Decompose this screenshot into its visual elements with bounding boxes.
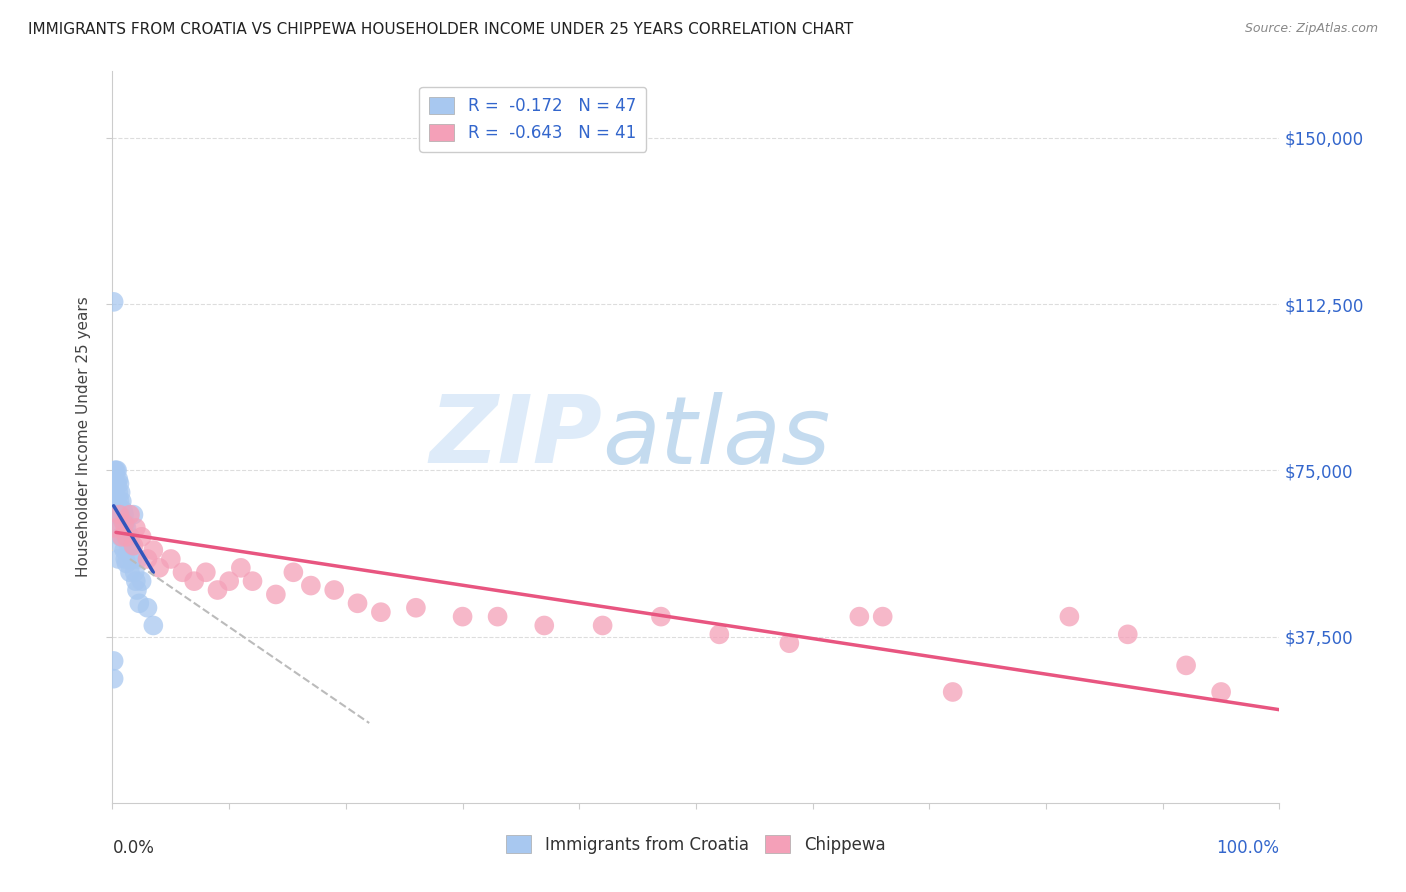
Point: [103, 654, 125, 668]
Legend: Immigrants from Croatia, Chippewa: Immigrants from Croatia, Chippewa: [499, 829, 893, 860]
Text: atlas: atlas: [603, 392, 831, 483]
Point: [118, 566, 141, 580]
Point: [118, 508, 141, 522]
Point: [125, 582, 148, 597]
Point: [592, 618, 614, 632]
Point: [112, 508, 135, 522]
Point: [172, 566, 194, 580]
Point: [136, 600, 159, 615]
Point: [709, 627, 731, 641]
Point: [110, 530, 132, 544]
Point: [131, 530, 153, 544]
Point: [142, 618, 165, 632]
Point: [117, 530, 139, 544]
Text: ZIP: ZIP: [430, 391, 603, 483]
Point: [486, 609, 509, 624]
Text: 0.0%: 0.0%: [112, 839, 155, 857]
Point: [108, 516, 131, 531]
Point: [1175, 658, 1198, 673]
Point: [1209, 685, 1232, 699]
Point: [533, 618, 555, 632]
Point: [122, 508, 145, 522]
Point: [124, 566, 146, 580]
Point: [105, 508, 128, 522]
Point: [104, 521, 127, 535]
Point: [323, 582, 346, 597]
Point: [107, 552, 129, 566]
Point: [183, 574, 205, 589]
Point: [848, 609, 870, 624]
Point: [111, 512, 134, 526]
Point: [107, 485, 129, 500]
Point: [264, 587, 287, 601]
Point: [160, 552, 183, 566]
Point: [346, 596, 368, 610]
Point: [111, 530, 134, 544]
Point: [115, 521, 138, 535]
Point: [108, 508, 131, 522]
Point: [148, 561, 170, 575]
Point: [194, 566, 217, 580]
Text: IMMIGRANTS FROM CROATIA VS CHIPPEWA HOUSEHOLDER INCOME UNDER 25 YEARS CORRELATIO: IMMIGRANTS FROM CROATIA VS CHIPPEWA HOUS…: [28, 22, 853, 37]
Point: [120, 539, 142, 553]
Point: [218, 574, 240, 589]
Point: [1059, 609, 1081, 624]
Point: [103, 294, 125, 309]
Point: [111, 530, 134, 544]
Point: [104, 463, 127, 477]
Point: [107, 499, 129, 513]
Point: [128, 596, 150, 610]
Point: [1116, 627, 1139, 641]
Point: [104, 485, 127, 500]
Point: [136, 552, 159, 566]
Point: [104, 494, 127, 508]
Point: [142, 543, 165, 558]
Point: [105, 463, 128, 477]
Point: [872, 609, 894, 624]
Point: [283, 566, 305, 580]
Point: [110, 485, 132, 500]
Point: [112, 516, 135, 531]
Point: [111, 539, 134, 553]
Point: [125, 521, 148, 535]
Point: [104, 476, 127, 491]
Point: [103, 672, 125, 686]
Point: [107, 472, 129, 486]
Point: [131, 574, 153, 589]
Point: [111, 503, 134, 517]
Point: [118, 539, 141, 553]
Point: [115, 530, 138, 544]
Point: [650, 609, 672, 624]
Point: [111, 494, 134, 508]
Point: [242, 574, 264, 589]
Point: [122, 539, 145, 553]
Point: [299, 578, 322, 592]
Point: [405, 600, 427, 615]
Point: [370, 605, 392, 619]
Point: [125, 574, 148, 589]
Point: [229, 561, 252, 575]
Point: [778, 636, 800, 650]
Point: [118, 530, 141, 544]
Point: [104, 463, 127, 477]
Point: [108, 494, 131, 508]
Text: Source: ZipAtlas.com: Source: ZipAtlas.com: [1244, 22, 1378, 36]
Point: [207, 582, 229, 597]
Text: 100.0%: 100.0%: [1216, 839, 1279, 857]
Point: [112, 543, 135, 558]
Point: [105, 476, 128, 491]
Y-axis label: Householder Income Under 25 years: Householder Income Under 25 years: [76, 297, 91, 577]
Point: [108, 476, 131, 491]
Point: [451, 609, 474, 624]
Point: [121, 552, 143, 566]
Point: [127, 552, 149, 566]
Point: [110, 508, 132, 522]
Point: [114, 516, 136, 531]
Point: [942, 685, 965, 699]
Point: [114, 552, 136, 566]
Point: [115, 557, 138, 571]
